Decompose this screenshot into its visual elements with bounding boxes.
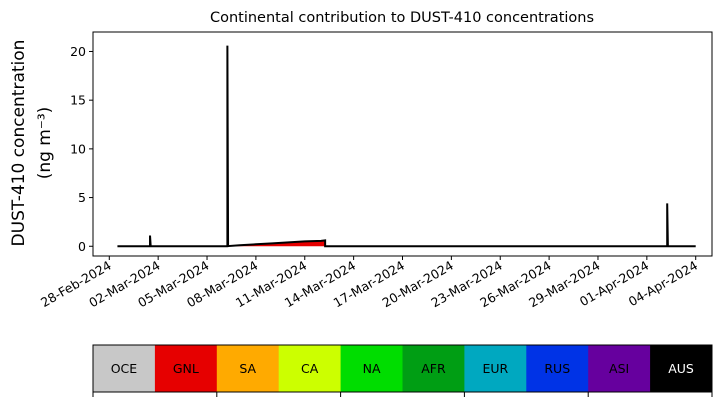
legend-swatch-gnl [154,345,218,392]
y-axis-label-units: (ng m⁻³) [35,107,55,180]
y-tick-label: 10 [70,141,86,156]
y-axis-label: DUST-410 concentration [9,40,29,247]
legend-swatch-na [340,345,403,392]
legend-swatch-afr [402,345,465,392]
y-tick-label: 5 [78,190,86,205]
y-tick-label: 20 [70,44,86,59]
legend-label-ca: CA [301,361,319,376]
legend-label-eur: EUR [482,361,508,376]
legend-label-afr: AFR [421,361,446,376]
y-axis-label-line1: DUST-410 concentration [9,40,29,247]
legend-swatch-asi [588,345,651,392]
y-tick-label: 0 [78,239,86,254]
legend-swatch-eur [464,345,527,392]
y-tick-label: 15 [70,93,86,108]
legend-label-rus: RUS [544,361,570,376]
legend: OCE GNL SA CA NA AFR EUR RUS ASI AUS [92,344,713,397]
legend-swatch-rus [526,345,589,392]
legend-swatch-sa [216,345,280,392]
legend-swatch-ca [278,345,342,392]
total-series-line [117,45,696,248]
total-series [117,45,696,248]
legend-swatch-aus [650,345,713,392]
legend-label-gnl: GNL [173,361,199,376]
axes: 0510152028-Feb-202402-Mar-202405-Mar-202… [38,31,713,310]
legend-label-sa: SA [239,361,256,376]
legend-label-oce: OCE [111,361,138,376]
legend-label-na: NA [363,361,381,376]
plot-frame [92,31,713,257]
legend-frame [92,344,713,393]
legend-swatch-oce [93,345,156,392]
legend-label-asi: ASI [609,361,629,376]
legend-label-aus: AUS [668,361,694,376]
chart-title: Continental contribution to DUST-410 con… [210,10,594,26]
